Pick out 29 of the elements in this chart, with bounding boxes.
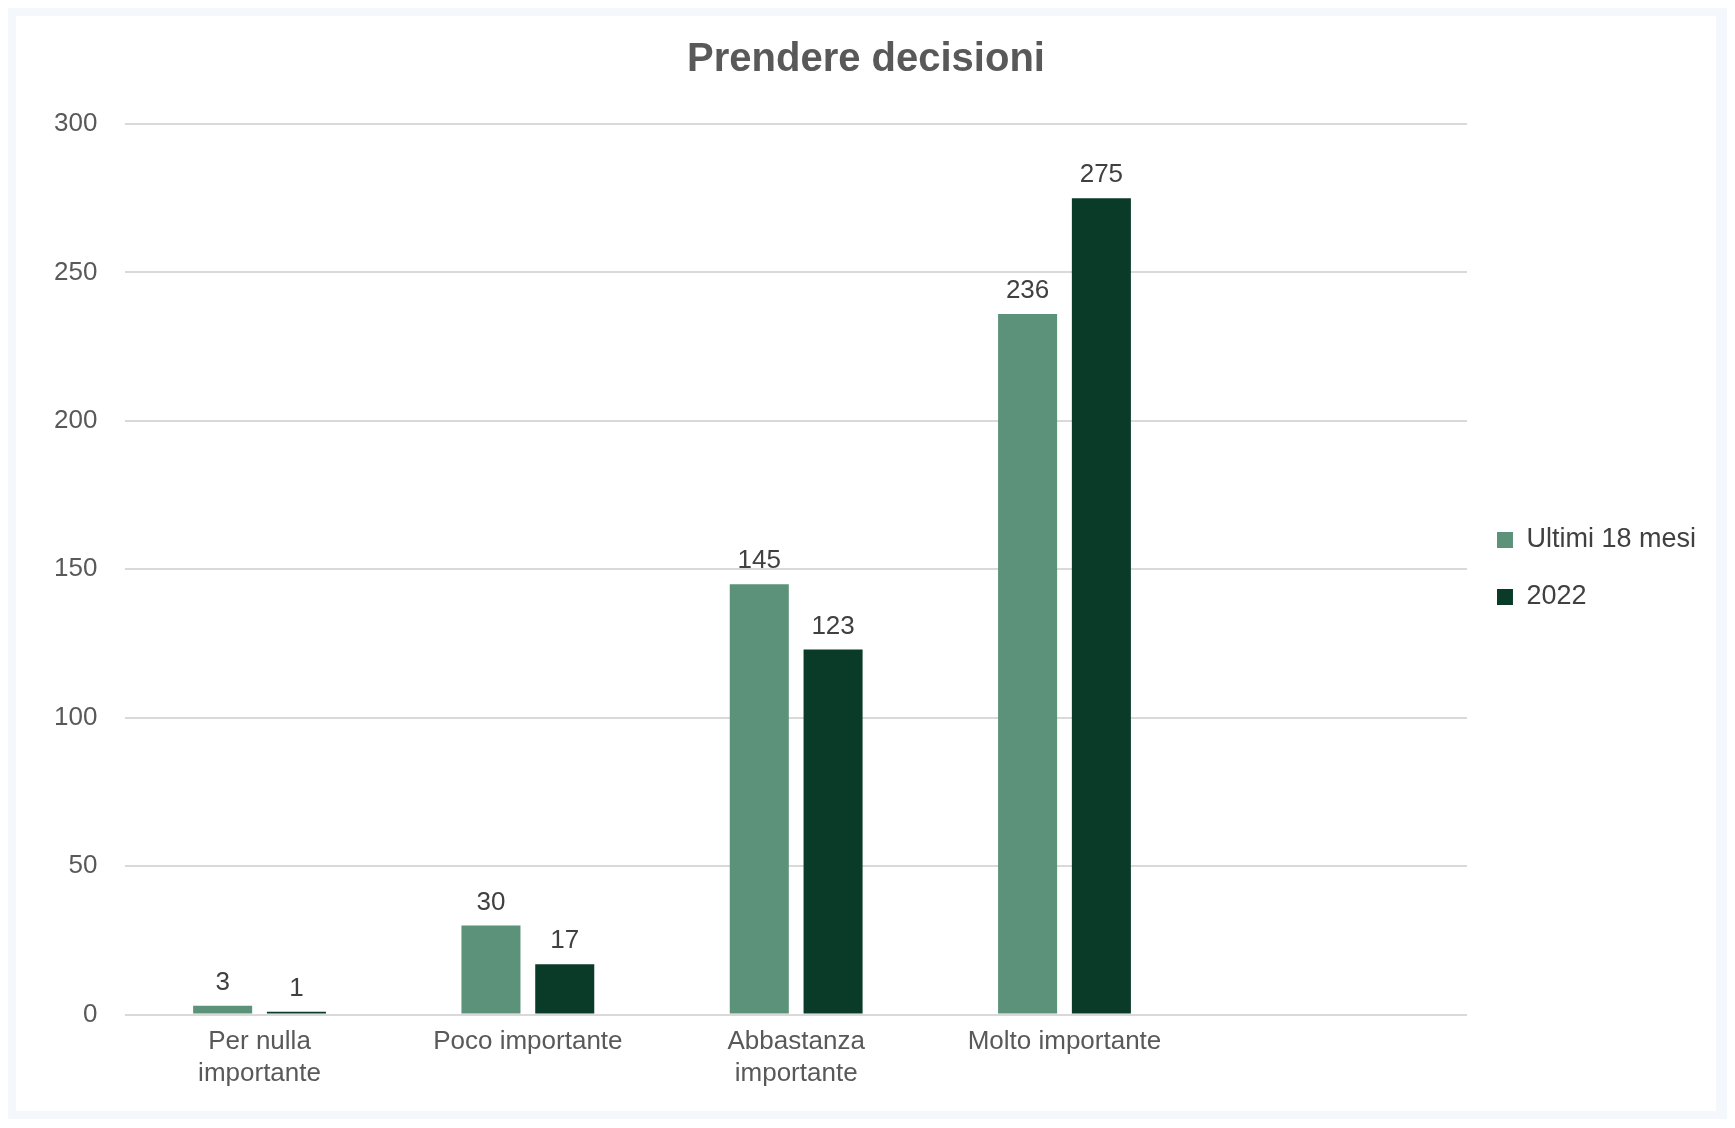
bar <box>998 314 1058 1014</box>
data-label: 123 <box>811 609 855 640</box>
chart-title: Prendere decisioni <box>687 35 1045 80</box>
data-label: 1 <box>289 971 304 1002</box>
data-label: 17 <box>550 924 580 955</box>
x-tick-label: Per nulla importante <box>198 1025 321 1087</box>
data-label: 275 <box>1079 158 1124 189</box>
x-tick-label: Abbastanza importante <box>727 1025 866 1087</box>
data-label: 3 <box>215 965 230 996</box>
y-tick-label: 0 <box>82 997 98 1028</box>
x-tick-label: Molto importante <box>967 1025 1162 1056</box>
y-tick-label: 300 <box>53 107 98 138</box>
bar <box>461 925 521 1014</box>
y-tick-label: 150 <box>53 552 98 583</box>
bar <box>535 964 595 1014</box>
legend-label: 2022 <box>1526 580 1587 611</box>
y-tick-label: 250 <box>53 255 98 286</box>
bar <box>193 1005 253 1014</box>
data-label: 30 <box>476 885 506 916</box>
data-label: 236 <box>1005 274 1050 305</box>
y-tick-label: 50 <box>68 849 98 880</box>
bar <box>803 649 863 1014</box>
x-tick-label: Poco importante <box>433 1025 623 1056</box>
bar <box>729 584 789 1014</box>
y-tick-label: 100 <box>53 700 98 731</box>
bar <box>1071 198 1131 1014</box>
data-label: 145 <box>737 544 781 575</box>
legend-label: Ultimi 18 mesi <box>1526 523 1696 554</box>
y-tick-label: 200 <box>53 404 98 435</box>
